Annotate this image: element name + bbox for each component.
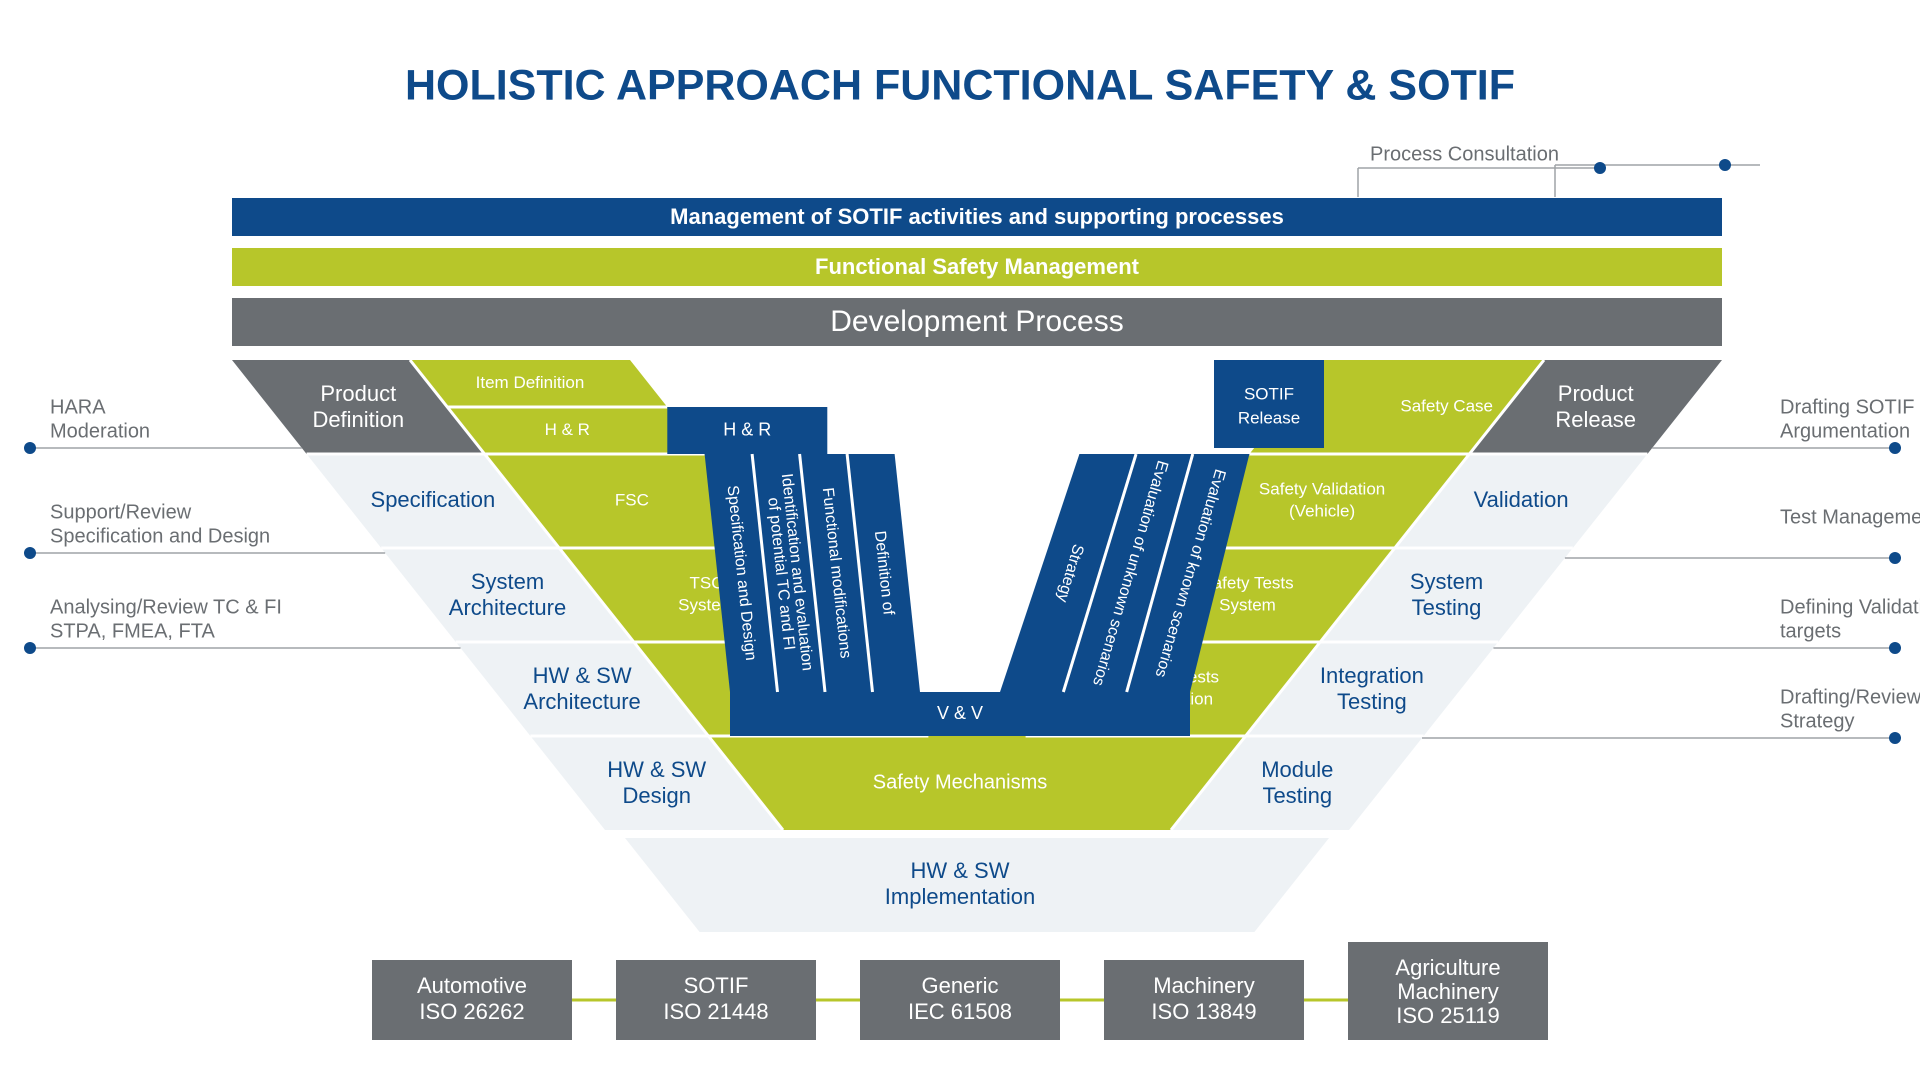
svg-text:Release: Release — [1555, 407, 1636, 432]
svg-text:Drafting SOTIF: Drafting SOTIF — [1780, 396, 1914, 418]
svg-text:ISO 21448: ISO 21448 — [663, 999, 768, 1024]
svg-text:Definition: Definition — [312, 407, 404, 432]
svg-text:SOTIF: SOTIF — [684, 973, 749, 998]
svg-text:HW & SW: HW & SW — [607, 757, 706, 782]
top-bar-label: Functional Safety Management — [815, 254, 1140, 279]
svg-text:FSC: FSC — [615, 490, 649, 509]
svg-text:Safety Validation: Safety Validation — [1259, 479, 1385, 498]
svg-text:SOTIF: SOTIF — [1244, 384, 1294, 403]
svg-text:(Vehicle): (Vehicle) — [1289, 501, 1355, 520]
svg-text:Item Definition: Item Definition — [476, 373, 585, 392]
svg-text:HARA: HARA — [50, 396, 106, 418]
svg-text:Specification and Design: Specification and Design — [50, 525, 270, 547]
svg-text:H & R: H & R — [545, 420, 590, 439]
svg-text:Safety Mechanisms: Safety Mechanisms — [873, 771, 1048, 793]
svg-text:System: System — [1410, 569, 1483, 594]
svg-text:Moderation: Moderation — [50, 420, 150, 442]
svg-text:System: System — [1219, 595, 1276, 614]
svg-text:Architecture: Architecture — [449, 595, 566, 620]
svg-text:Release: Release — [1238, 408, 1300, 427]
svg-text:HOLISTIC APPROACH FUNCTIONAL S: HOLISTIC APPROACH FUNCTIONAL SAFETY & SO… — [405, 61, 1515, 109]
svg-text:Drafting/Review V&V: Drafting/Review V&V — [1780, 686, 1920, 708]
svg-text:Machinery: Machinery — [1153, 973, 1254, 998]
svg-text:HW & SW: HW & SW — [911, 858, 1010, 883]
svg-text:Design: Design — [622, 783, 690, 808]
svg-text:Architecture: Architecture — [523, 689, 640, 714]
svg-text:Analysing/Review TC & FI: Analysing/Review TC & FI — [50, 596, 282, 618]
svg-text:Integration: Integration — [1320, 663, 1424, 688]
svg-text:Test Management: Test Management — [1780, 506, 1920, 528]
svg-text:Specification: Specification — [371, 487, 496, 512]
svg-text:Product: Product — [320, 381, 396, 406]
svg-text:Support/Review: Support/Review — [50, 501, 192, 523]
top-bar-label: Development Process — [830, 305, 1123, 338]
svg-text:V & V: V & V — [937, 703, 983, 723]
svg-text:IEC 61508: IEC 61508 — [908, 999, 1012, 1024]
svg-text:ISO 13849: ISO 13849 — [1151, 999, 1256, 1024]
svg-text:Automotive: Automotive — [417, 973, 527, 998]
svg-text:STPA, FMEA, FTA: STPA, FMEA, FTA — [50, 620, 215, 642]
svg-text:Testing: Testing — [1262, 783, 1332, 808]
svg-text:Generic: Generic — [921, 973, 998, 998]
svg-text:ISO 25119: ISO 25119 — [1396, 1003, 1500, 1028]
svg-text:targets: targets — [1780, 620, 1841, 642]
svg-text:Testing: Testing — [1412, 595, 1482, 620]
svg-text:Implementation: Implementation — [885, 884, 1035, 909]
svg-text:Machinery: Machinery — [1397, 979, 1498, 1004]
svg-text:Product: Product — [1558, 381, 1634, 406]
svg-text:H & R: H & R — [723, 419, 771, 439]
svg-text:Strategy: Strategy — [1780, 710, 1854, 732]
svg-text:HW & SW: HW & SW — [533, 663, 632, 688]
svg-text:Validation: Validation — [1474, 487, 1569, 512]
svg-text:Safety Case: Safety Case — [1400, 396, 1493, 415]
top-bar-label: Management of SOTIF activities and suppo… — [670, 204, 1284, 229]
svg-text:Argumentation: Argumentation — [1780, 420, 1910, 442]
svg-text:Module: Module — [1261, 757, 1333, 782]
svg-text:Defining Validation: Defining Validation — [1780, 596, 1920, 618]
svg-text:Agriculture: Agriculture — [1395, 955, 1500, 980]
svg-text:ISO 26262: ISO 26262 — [419, 999, 524, 1024]
svg-text:Testing: Testing — [1337, 689, 1407, 714]
svg-text:System: System — [471, 569, 544, 594]
callout-process-consultation: Process Consultation — [1370, 143, 1559, 165]
